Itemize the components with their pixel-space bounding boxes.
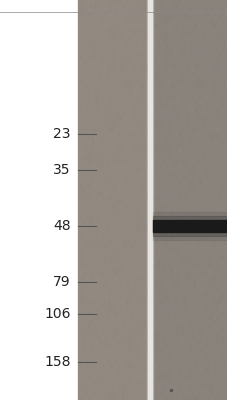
Text: 106: 106 — [44, 307, 70, 321]
Bar — [152, 0, 227, 400]
Text: 79: 79 — [53, 275, 70, 289]
Text: 158: 158 — [44, 355, 70, 369]
Bar — [152, 212, 227, 240]
Bar — [0, 0, 77, 400]
Bar — [152, 220, 227, 232]
Bar — [77, 0, 146, 400]
Text: 23: 23 — [53, 127, 70, 141]
Bar — [146, 0, 152, 400]
Bar — [152, 216, 227, 236]
Text: 48: 48 — [53, 219, 70, 233]
Text: 35: 35 — [53, 163, 70, 177]
